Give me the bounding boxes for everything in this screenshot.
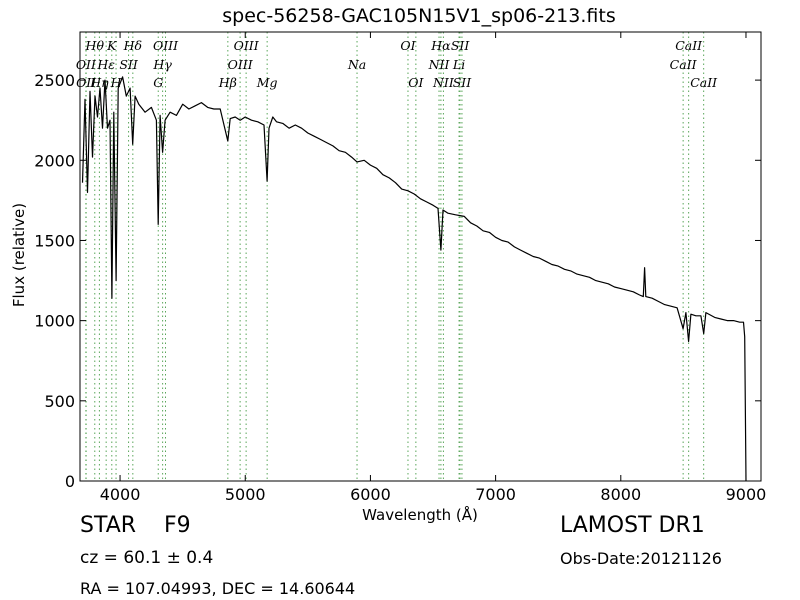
line-label: Hδ [123, 38, 142, 53]
plot-frame [79, 31, 762, 482]
y-tick-label: 2500 [34, 71, 75, 90]
line-label: Hβ [218, 75, 237, 90]
x-axis-label: Wavelength (Å) [362, 505, 478, 524]
redshift-value: cz = 60.1 ± 0.4 [80, 548, 214, 568]
y-tick-label: 1500 [34, 231, 75, 250]
y-tick-label: 0 [65, 472, 75, 491]
line-label: SII [119, 57, 139, 72]
emission-line-markers [85, 32, 705, 481]
line-label: OI [400, 38, 416, 53]
line-label: CaII [675, 38, 703, 53]
line-label: OII [76, 75, 97, 90]
x-tick-label: 4000 [100, 485, 141, 504]
line-label: Na [347, 57, 366, 72]
line-label: Hα [430, 38, 451, 53]
object-class: STAR [80, 513, 137, 538]
line-label: K [106, 38, 117, 53]
x-tick-label: 7000 [475, 485, 516, 504]
y-tick-label: 500 [44, 392, 75, 411]
line-label: CaII [690, 75, 718, 90]
x-tick-label: 5000 [225, 485, 266, 504]
line-label: Hη [89, 75, 109, 90]
object-subclass: F9 [164, 513, 191, 538]
line-label: NII [432, 75, 455, 90]
x-tick-label: 6000 [350, 485, 391, 504]
line-label: Li [452, 57, 465, 72]
x-tick-label: 9000 [726, 485, 767, 504]
x-tick-label: 8000 [600, 485, 641, 504]
axis-ticks: 4000 5000 6000 7000 8000 9000 0 500 1000 1500 2000… [34, 32, 766, 504]
chart-title: spec-56258-GAC105N15V1_sp06-213.fits [222, 5, 616, 27]
line-label: Hθ [85, 38, 105, 53]
coordinates: RA = 107.04993, DEC = 14.60644 [80, 579, 356, 598]
line-label: NII [428, 57, 451, 72]
observation-date: Obs-Date:20121126 [560, 549, 722, 568]
line-label: Hγ [152, 57, 172, 72]
line-label: Hε [96, 57, 115, 72]
line-label: OII [76, 57, 97, 72]
line-label: Mg [256, 75, 278, 90]
y-tick-label: 2000 [34, 151, 75, 170]
line-label: OIII [153, 38, 179, 53]
line-label: SII [453, 75, 473, 90]
y-axis-label: Flux (relative) [10, 203, 28, 307]
survey-name: LAMOST DR1 [560, 513, 705, 538]
object-classification: STAR F9 [80, 513, 191, 538]
line-label: CaII [670, 57, 698, 72]
line-label: OIII [234, 38, 260, 53]
line-label: OI [408, 75, 424, 90]
line-label: SII [451, 38, 471, 53]
line-label: OIII [228, 57, 254, 72]
y-tick-label: 1000 [34, 312, 75, 331]
spectrum-line [81, 76, 747, 482]
line-label: G [153, 75, 163, 90]
